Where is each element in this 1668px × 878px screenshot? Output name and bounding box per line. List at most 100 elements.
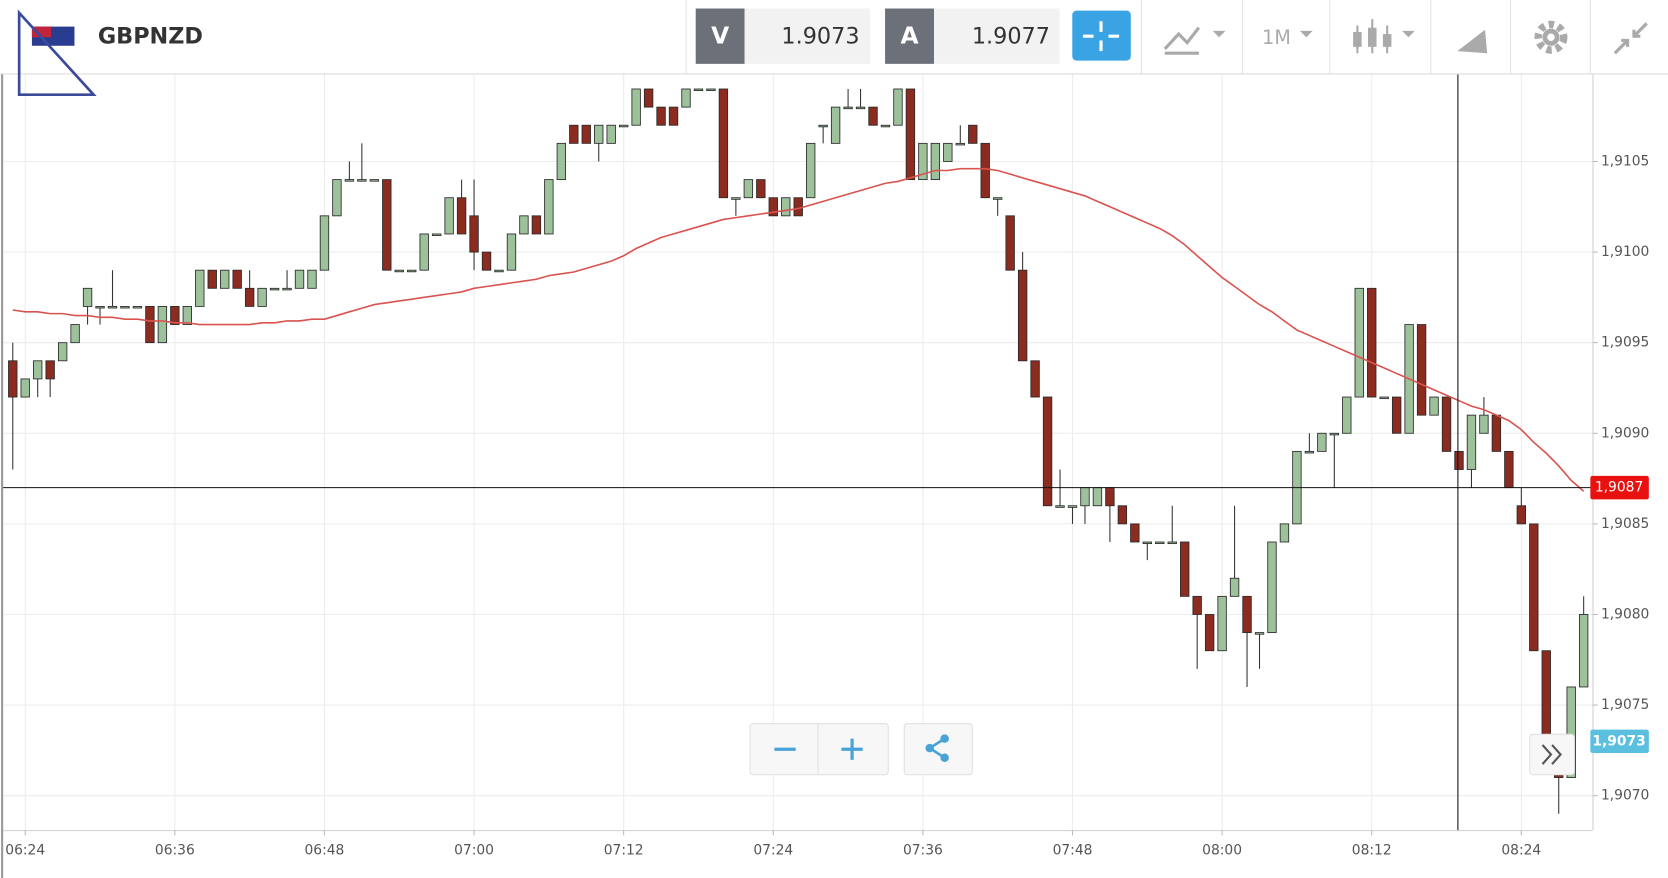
candle-body <box>830 106 841 144</box>
candle-body <box>431 233 442 236</box>
x-tick-label: 08:24 <box>1501 842 1541 858</box>
candle-body <box>282 287 292 291</box>
candle-button[interactable] <box>1353 31 1362 47</box>
candle-body <box>1578 614 1589 688</box>
chart-type-button[interactable] <box>1163 26 1201 55</box>
candle-body <box>681 88 691 108</box>
bid-price[interactable]: 1.9073 <box>781 24 859 50</box>
zoom-controls <box>749 723 889 776</box>
candle-body <box>1491 414 1502 452</box>
candle-body <box>880 124 891 128</box>
ask-box[interactable] <box>933 8 1060 64</box>
candle-body <box>8 360 18 398</box>
y-tick-label: 1,9095 <box>1601 335 1649 351</box>
dropdown-arrow[interactable] <box>1212 30 1226 38</box>
candle-body <box>544 179 554 235</box>
candle-body <box>1067 505 1078 508</box>
collapse-button[interactable] <box>1613 22 1648 55</box>
candle-body <box>1229 577 1240 597</box>
candle-body <box>668 106 679 126</box>
candle-body <box>332 179 342 217</box>
x-tick-label: 07:36 <box>903 842 943 858</box>
zoom-in-button[interactable] <box>841 738 863 760</box>
crosshair-button[interactable] <box>1072 10 1131 61</box>
candle-body <box>1080 487 1090 507</box>
x-tick-label: 07:48 <box>1053 842 1093 858</box>
candle-body <box>718 88 729 199</box>
candle-body <box>606 124 616 144</box>
candle-body <box>943 142 953 162</box>
candle-body <box>45 360 55 380</box>
share-button[interactable] <box>903 723 973 776</box>
x-tick-label: 06:48 <box>305 842 345 858</box>
candle-body <box>1117 505 1128 525</box>
x-tick-label: 07:24 <box>753 842 793 858</box>
candle-body <box>319 215 330 271</box>
bid-label-box <box>695 8 745 64</box>
candle-body <box>706 88 716 92</box>
ask-label-box <box>885 8 934 64</box>
candle-body <box>581 124 591 144</box>
flag-icon <box>31 26 52 38</box>
candle-body <box>1204 614 1215 652</box>
dropdown-arrow[interactable] <box>1299 30 1313 38</box>
candle-button[interactable] <box>1368 27 1377 47</box>
candle-body <box>893 88 903 126</box>
x-tick-label: 08:00 <box>1202 842 1242 858</box>
candle-body <box>1391 396 1402 434</box>
candle-body <box>257 287 267 307</box>
candle-body <box>1130 523 1140 543</box>
candle-body <box>1005 215 1015 271</box>
candle-body <box>1529 523 1539 652</box>
candle-body <box>1416 324 1427 416</box>
symbol: GBPNZD <box>98 24 203 50</box>
candle-body <box>95 306 105 309</box>
candle-button[interactable] <box>1382 34 1392 47</box>
candle-body <box>157 306 168 344</box>
candle-body <box>643 88 654 108</box>
candle-body <box>382 179 392 271</box>
candle-body <box>1329 432 1339 436</box>
candle-body <box>756 179 766 199</box>
candle-body <box>20 378 30 398</box>
candle-body <box>1267 541 1277 634</box>
draw-button[interactable] <box>1457 29 1488 54</box>
dropdown-arrow[interactable] <box>1402 30 1415 38</box>
ask-price[interactable]: 1.9077 <box>972 24 1050 50</box>
candle-body <box>1379 396 1389 400</box>
ask-label: A <box>900 22 918 50</box>
candle-body <box>1454 450 1464 470</box>
crosshair-icon <box>1082 21 1120 52</box>
share-icon <box>940 734 949 743</box>
candle-body <box>1017 269 1028 362</box>
candle-body <box>357 179 367 182</box>
y-tick-label: 1,9085 <box>1601 516 1649 532</box>
timeframe-button[interactable]: 1M <box>1262 26 1291 49</box>
corner-marker <box>17 9 97 97</box>
candle-body <box>107 306 118 309</box>
candle-body <box>631 88 641 126</box>
candle-body <box>1217 595 1227 652</box>
candle-body <box>1541 650 1551 742</box>
candle-body <box>1516 505 1527 525</box>
bid-label: V <box>711 22 729 50</box>
candle-body <box>120 306 130 309</box>
candle-body <box>1030 360 1040 398</box>
candle-body <box>806 142 816 199</box>
candle-body <box>33 360 43 380</box>
candle-body <box>1092 487 1103 507</box>
bid-box[interactable] <box>744 8 871 64</box>
candle-body <box>407 269 417 273</box>
candle-body <box>481 251 492 271</box>
settings-button[interactable] <box>1534 20 1568 54</box>
candle-body <box>344 179 355 182</box>
candle-body <box>1354 287 1364 398</box>
candle-body <box>269 287 280 291</box>
candle-body <box>1429 396 1439 416</box>
candle-body <box>1317 432 1327 452</box>
candle-body <box>1105 487 1115 507</box>
candle-body <box>618 124 629 128</box>
candle-body <box>244 287 255 307</box>
candle-body <box>195 269 205 307</box>
